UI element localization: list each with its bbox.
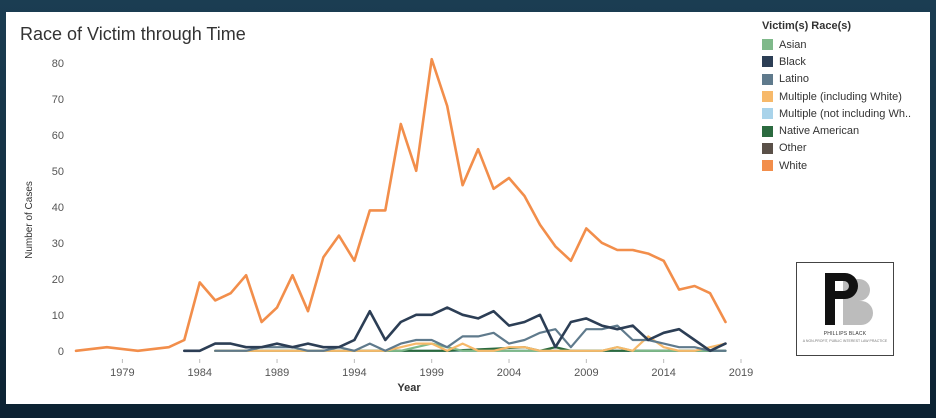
y-tick-label: 30 xyxy=(52,238,64,250)
legend-item[interactable]: Black xyxy=(762,53,927,70)
series-line-white xyxy=(74,57,727,353)
y-axis-label: Number of Cases xyxy=(24,181,35,259)
legend-item[interactable]: White xyxy=(762,157,927,174)
x-tick-label: 2019 xyxy=(729,367,753,379)
legend-item[interactable]: Native American xyxy=(762,122,927,139)
x-tick-label: 2014 xyxy=(651,367,675,379)
series-lines xyxy=(74,57,727,353)
pb-monogram-icon xyxy=(825,273,873,325)
legend-swatch xyxy=(762,56,773,68)
legend-label: Other xyxy=(779,142,807,155)
y-tick-label: 20 xyxy=(52,274,64,286)
legend-items: Asian Black Latino Multiple (including Whit… xyxy=(762,36,927,174)
legend-swatch xyxy=(762,39,773,51)
x-axis-ticks: 1979 1984 1989 1994 1999 2004 2009 2014 2019 xyxy=(110,359,753,379)
legend-item[interactable]: Latino xyxy=(762,71,927,88)
legend-label: Black xyxy=(779,55,806,68)
y-tick-label: 70 xyxy=(52,94,64,106)
x-tick-label: 1994 xyxy=(342,367,366,379)
legend-item[interactable]: Asian xyxy=(762,36,927,53)
x-axis-label: Year xyxy=(397,382,421,394)
x-tick-label: 2004 xyxy=(497,367,521,379)
legend-swatch xyxy=(762,91,773,103)
y-tick-label: 0 xyxy=(58,346,64,358)
legend-label: Native American xyxy=(779,125,860,138)
legend: Victim(s) Race(s) Asian Black Latino Multip… xyxy=(762,20,927,174)
line-chart: 0 10 20 30 40 50 60 70 80 1979 1984 1989 1994 1999 20… xyxy=(24,57,753,394)
legend-item[interactable]: Multiple (including White) xyxy=(762,88,927,105)
legend-item[interactable]: Other xyxy=(762,140,927,157)
x-tick-label: 1984 xyxy=(187,367,211,379)
y-tick-label: 10 xyxy=(52,310,64,322)
series-line-black xyxy=(183,306,727,353)
y-tick-label: 40 xyxy=(52,202,64,214)
legend-label: Latino xyxy=(779,73,809,86)
legend-swatch xyxy=(762,142,773,154)
x-tick-label: 1979 xyxy=(110,367,134,379)
y-tick-label: 60 xyxy=(52,130,64,142)
y-axis-ticks: 0 10 20 30 40 50 60 70 80 xyxy=(52,58,64,358)
legend-label: White xyxy=(779,159,808,172)
y-tick-label: 80 xyxy=(52,58,64,70)
x-tick-label: 2009 xyxy=(574,367,598,379)
legend-label: Multiple (including White) xyxy=(779,90,902,103)
legend-swatch xyxy=(762,73,773,85)
chart-title: Race of Victim through Time xyxy=(20,24,246,44)
series-line-latino xyxy=(214,324,727,352)
legend-swatch xyxy=(762,125,773,137)
series-line-multiple-including-white xyxy=(214,335,727,352)
x-tick-label: 1989 xyxy=(265,367,289,379)
phillips-black-logo: PHILLIPS BLACK A NON-PROFIT, PUBLIC INTE… xyxy=(796,262,894,356)
legend-item[interactable]: Multiple (not including Wh.. xyxy=(762,105,927,122)
legend-title: Victim(s) Race(s) xyxy=(762,20,852,32)
legend-swatch xyxy=(762,108,773,120)
legend-swatch xyxy=(762,160,773,172)
logo-tagline: A NON-PROFIT, PUBLIC INTEREST LAW PRACTI… xyxy=(802,339,888,343)
y-tick-label: 50 xyxy=(52,166,64,178)
logo-name: PHILLIPS BLACK xyxy=(823,331,867,337)
legend-label: Multiple (not including Wh.. xyxy=(779,107,912,120)
chart-panel: Race of Victim through Time 0 10 20 30 40 50 6… xyxy=(6,12,930,404)
legend-label: Asian xyxy=(779,38,807,51)
x-tick-label: 1999 xyxy=(419,367,443,379)
